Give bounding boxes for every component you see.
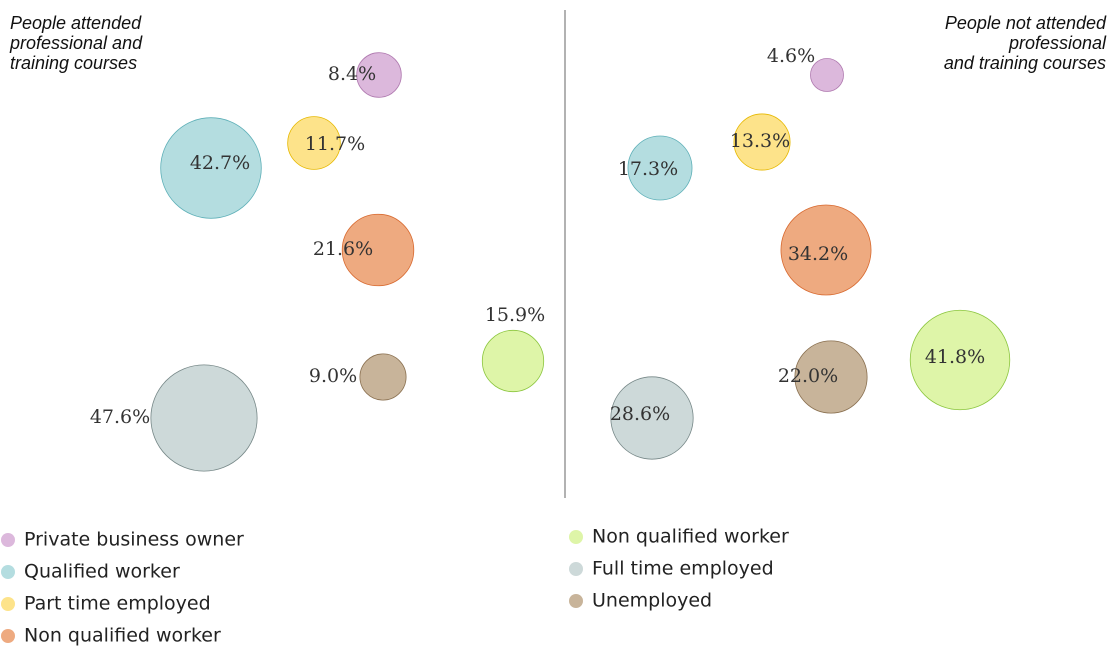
bubble: [160, 117, 262, 219]
bubble: [909, 309, 1011, 411]
legend-marker: [569, 530, 583, 544]
bubble: [359, 353, 407, 401]
value-label: 22.0%: [778, 365, 838, 387]
bubble: [610, 376, 694, 460]
value-label: 42.7%: [190, 152, 250, 174]
bubble: [150, 364, 258, 472]
legend-label: Non qualified worker: [24, 625, 221, 647]
legend-marker: [569, 594, 583, 608]
bubble: [287, 116, 341, 170]
value-label: 17.3%: [618, 158, 678, 180]
bubble: [780, 204, 872, 296]
legend-label: Private business owner: [24, 529, 244, 551]
panel-title: training courses: [10, 53, 137, 73]
legend-label: Unemployed: [592, 590, 712, 612]
bubble: [794, 340, 868, 414]
legend-label: Non qualified worker: [592, 526, 789, 548]
panel-title: professional: [1008, 33, 1107, 53]
bubble: [733, 113, 791, 171]
value-label: 34.2%: [788, 243, 848, 265]
bubble: [356, 52, 402, 98]
panel-title: and training courses: [944, 53, 1106, 73]
value-label: 15.9%: [485, 304, 545, 326]
value-label: 21.6%: [313, 238, 373, 260]
value-label: 9.0%: [309, 365, 357, 387]
legend-marker: [1, 597, 15, 611]
panel-title: People attended: [10, 13, 142, 33]
legend-label: Part time employed: [24, 593, 211, 615]
panel-title: People not attended: [945, 13, 1107, 33]
bubble: [627, 135, 693, 201]
bubble: [341, 213, 415, 287]
value-label: 8.4%: [328, 63, 376, 85]
value-label: 4.6%: [767, 45, 815, 67]
value-label: 47.6%: [90, 406, 150, 428]
legend-marker: [569, 562, 583, 576]
value-label: 11.7%: [305, 133, 365, 155]
value-label: 41.8%: [925, 346, 985, 368]
legend-label: Full time employed: [592, 558, 774, 580]
legend-label: Qualified worker: [24, 561, 180, 583]
legend-marker: [1, 565, 15, 579]
bubble: [810, 58, 844, 92]
bubble: [481, 329, 545, 393]
legend-marker: [1, 629, 15, 643]
panel-title: professional and: [9, 33, 143, 53]
value-label: 13.3%: [730, 130, 790, 152]
value-label: 28.6%: [610, 403, 670, 425]
legend-marker: [1, 533, 15, 547]
